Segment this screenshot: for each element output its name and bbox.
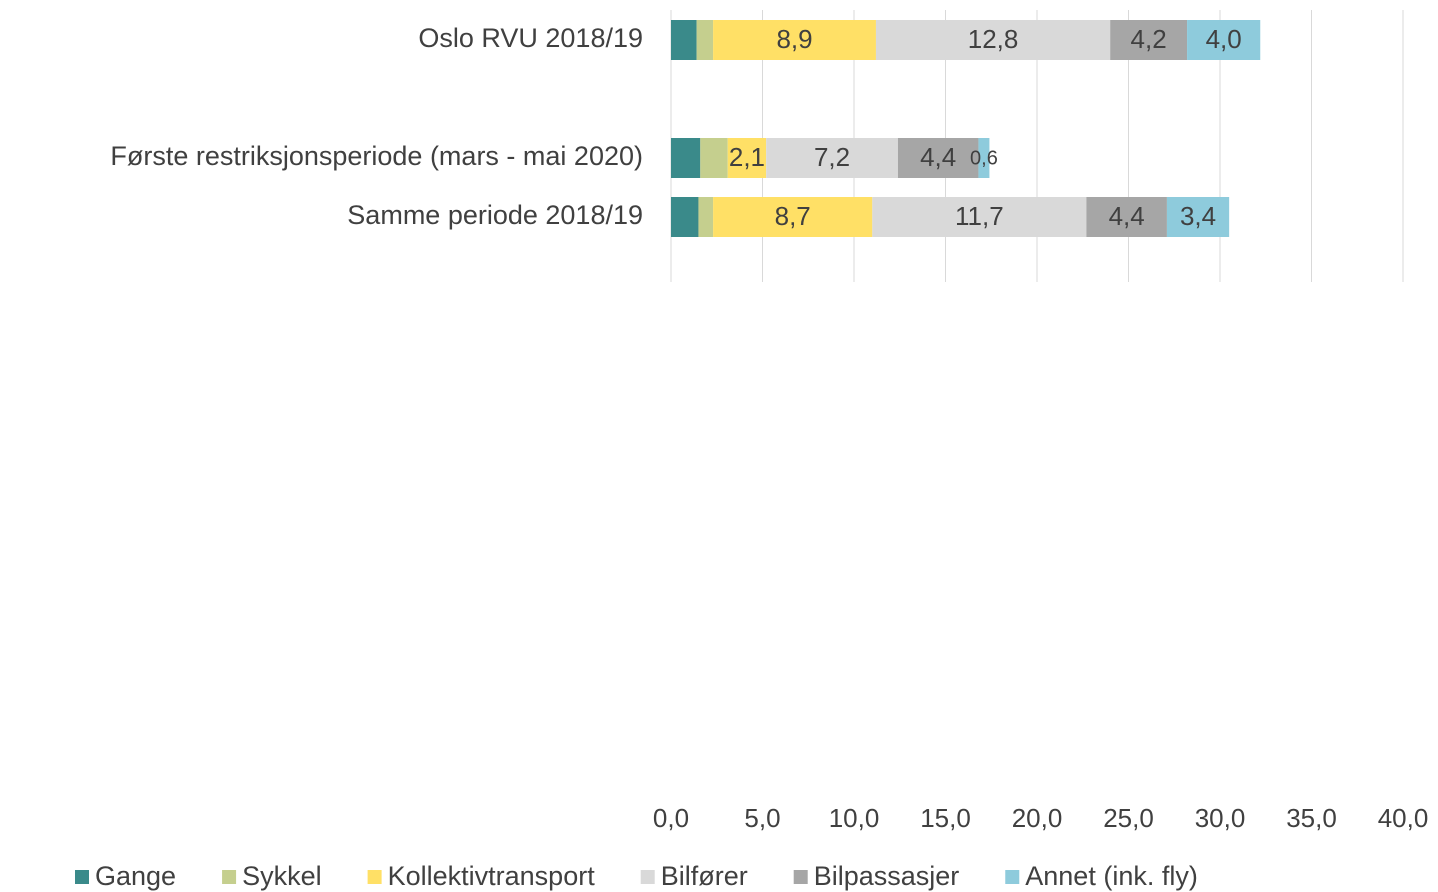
- bar-segment: [1187, 20, 1261, 60]
- data-label: 0,6: [970, 147, 998, 169]
- data-label: 8,7: [775, 201, 811, 231]
- legend-swatch: [793, 870, 808, 884]
- x-tick-label: 25,0: [1103, 803, 1154, 833]
- bar-segment: [872, 197, 1087, 237]
- data-label: 3,4: [1180, 201, 1216, 231]
- data-label: 12,8: [968, 24, 1019, 54]
- bar-segment: [671, 20, 697, 60]
- bar-segment: [897, 138, 979, 178]
- legend-label: Annet (ink. fly): [1025, 861, 1198, 891]
- y-tick-label: Oslo RVU 2018/19: [418, 23, 643, 53]
- legend-label: Bilfører: [661, 861, 748, 891]
- bar-segment: [875, 20, 1111, 60]
- data-label: 7,2: [814, 142, 850, 172]
- x-tick-label: 10,0: [829, 803, 880, 833]
- x-tick-label: 20,0: [1012, 803, 1063, 833]
- legend-swatch: [640, 870, 655, 884]
- x-tick-label: 0,0: [653, 803, 689, 833]
- bar-segment: [713, 197, 873, 237]
- legend-label: Bilpassasjer: [814, 861, 960, 891]
- data-label: 8,9: [776, 24, 812, 54]
- bar-segment: [1086, 197, 1167, 237]
- data-label: 2,1: [729, 142, 765, 172]
- legend-label: Sykkel: [242, 861, 322, 891]
- bar-segment: [978, 138, 990, 178]
- data-label: 4,4: [1109, 201, 1145, 231]
- legend-swatch: [75, 870, 89, 884]
- data-label: 4,0: [1206, 24, 1242, 54]
- bar-segment: [727, 138, 767, 178]
- x-tick-label: 40,0: [1378, 803, 1429, 833]
- y-tick-label: Samme periode 2018/19: [347, 200, 643, 230]
- legend-label: Kollektivtransport: [388, 861, 596, 891]
- data-label: 11,7: [955, 201, 1004, 231]
- bar-segment: [671, 197, 699, 237]
- legend-swatch: [367, 870, 382, 884]
- legend-label: Gange: [95, 861, 176, 891]
- bar-segment: [1110, 20, 1188, 60]
- x-tick-label: 15,0: [920, 803, 971, 833]
- bar-segment: [1166, 197, 1230, 237]
- bar-segment: [671, 138, 701, 178]
- y-tick-label: Første restriksjonsperiode (mars - mai 2…: [110, 141, 643, 171]
- legend-swatch: [1005, 870, 1020, 884]
- x-tick-label: 5,0: [744, 803, 780, 833]
- legend-swatch: [222, 870, 237, 884]
- bar-segment: [713, 20, 876, 60]
- bar-segment: [696, 20, 714, 60]
- data-label: 4,4: [920, 142, 956, 172]
- x-tick-label: 35,0: [1286, 803, 1337, 833]
- x-tick-label: 30,0: [1195, 803, 1246, 833]
- data-label: 4,2: [1131, 24, 1167, 54]
- bar-segment: [766, 138, 898, 178]
- bar-segment: [700, 138, 728, 178]
- bar-segment: [698, 197, 714, 237]
